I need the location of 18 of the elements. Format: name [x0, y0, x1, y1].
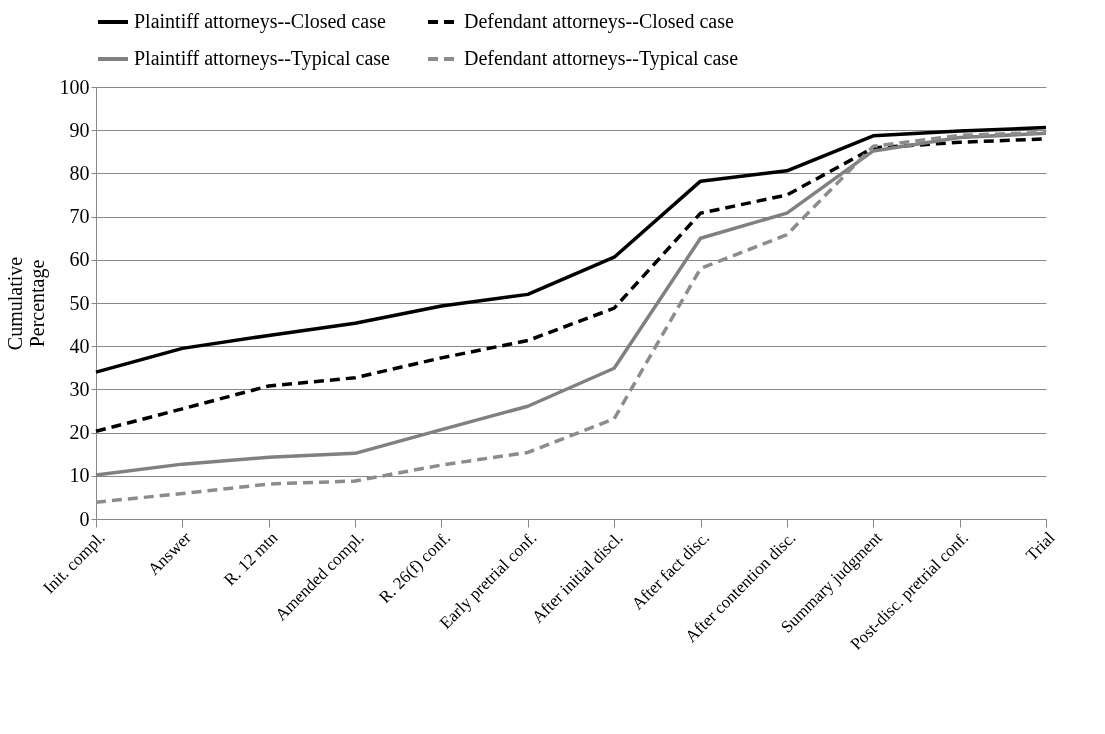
y-tick-label: 100	[59, 75, 90, 98]
y-tick-label: 10	[69, 464, 90, 487]
legend-label: Defendant attorneys--Closed case	[464, 10, 735, 33]
y-tick-label: 0	[79, 507, 90, 530]
x-tick-label: R. 12 mtn	[220, 527, 282, 590]
legend-label: Plaintiff attorneys--Closed case	[134, 10, 386, 33]
legend-label: Defendant attorneys--Typical case	[464, 47, 739, 70]
y-tick-label: 40	[69, 334, 90, 357]
y-tick-label: 50	[69, 291, 90, 314]
legend-label: Plaintiff attorneys--Typical case	[134, 47, 391, 70]
y-tick-label: 60	[69, 248, 90, 271]
y-tick-label: 80	[69, 161, 90, 184]
y-tick-label: 20	[69, 421, 90, 444]
y-tick-label: 30	[69, 377, 90, 400]
y-tick-label: 70	[69, 205, 90, 228]
y-tick-label: 90	[69, 118, 90, 141]
y-axis-title: Cumulative Percentage	[3, 256, 49, 351]
line-series	[94, 125, 1048, 374]
